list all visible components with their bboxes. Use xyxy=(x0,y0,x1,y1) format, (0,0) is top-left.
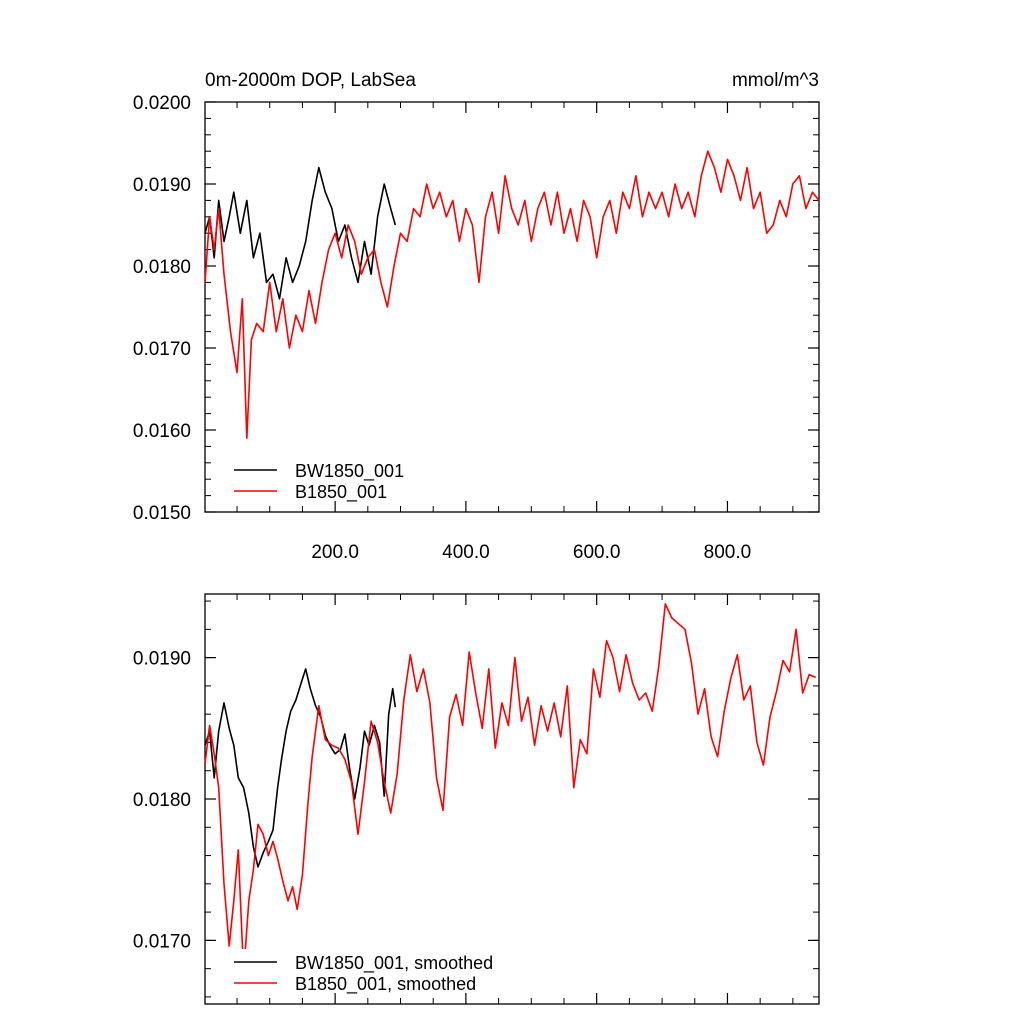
top-legend: BW1850_001 B1850_001 xyxy=(234,461,404,503)
y-tick-label: 0.0200 xyxy=(133,93,191,114)
series-line-bw1850-001-smoothed xyxy=(204,668,397,868)
legend-label-bw1850-smoothed: BW1850_001, smoothed xyxy=(295,953,493,974)
y-tick-label: 0.0180 xyxy=(133,257,191,278)
y-tick-label: 0.0190 xyxy=(133,175,191,196)
top-plot-frame xyxy=(204,101,820,513)
top-panel-title: 0m-2000m DOP, LabSea xyxy=(205,70,416,91)
bottom-plot-frame xyxy=(204,593,820,1005)
legend-label-bw1850: BW1850_001 xyxy=(295,461,404,482)
bottom-legend: BW1850_001, smoothed B1850_001, smoothed xyxy=(228,949,528,995)
series-line-b1850-001-smoothed xyxy=(204,603,817,976)
series-line-bw1850-001 xyxy=(204,166,397,300)
y-tick-label: 0.0160 xyxy=(133,421,191,442)
y-tick-label: 0.0170 xyxy=(133,339,191,360)
top-y-tick-labels: 0.0150 0.0160 0.0170 0.0180 0.0190 0.0200 xyxy=(133,93,191,524)
x-tick-label: 800.0 xyxy=(704,542,752,563)
y-tick-label: 0.0180 xyxy=(133,790,191,811)
x-tick-label: 400.0 xyxy=(442,542,490,563)
top-axis-ticks xyxy=(205,101,819,513)
bottom-series-lines xyxy=(204,603,817,976)
legend-label-b1850: B1850_001 xyxy=(295,482,387,503)
top-x-tick-labels: 200.0 400.0 600.0 800.0 xyxy=(311,542,751,563)
top-panel-units: mmol/m^3 xyxy=(732,70,819,91)
series-line-b1850-001 xyxy=(204,150,820,440)
bottom-y-tick-labels: 0.0170 0.0180 0.0190 xyxy=(133,649,191,953)
top-panel: 0m-2000m DOP, LabSea mmol/m^3 0.01500.01… xyxy=(133,70,820,563)
legend-background xyxy=(228,949,528,993)
y-tick-label: 0.0150 xyxy=(133,503,191,524)
y-tick-label: 0.0170 xyxy=(133,931,191,952)
legend-label-b1850-smoothed: B1850_001, smoothed xyxy=(295,974,476,995)
bottom-panel: 0.0170 0.0180 0.0190 BW1850_001, smoothed … xyxy=(133,593,820,1005)
y-tick-label: 0.0190 xyxy=(133,649,191,670)
x-tick-label: 200.0 xyxy=(311,542,359,563)
x-tick-label: 600.0 xyxy=(573,542,621,563)
top-series-lines xyxy=(204,150,820,440)
bottom-axis-ticks xyxy=(205,594,819,1004)
